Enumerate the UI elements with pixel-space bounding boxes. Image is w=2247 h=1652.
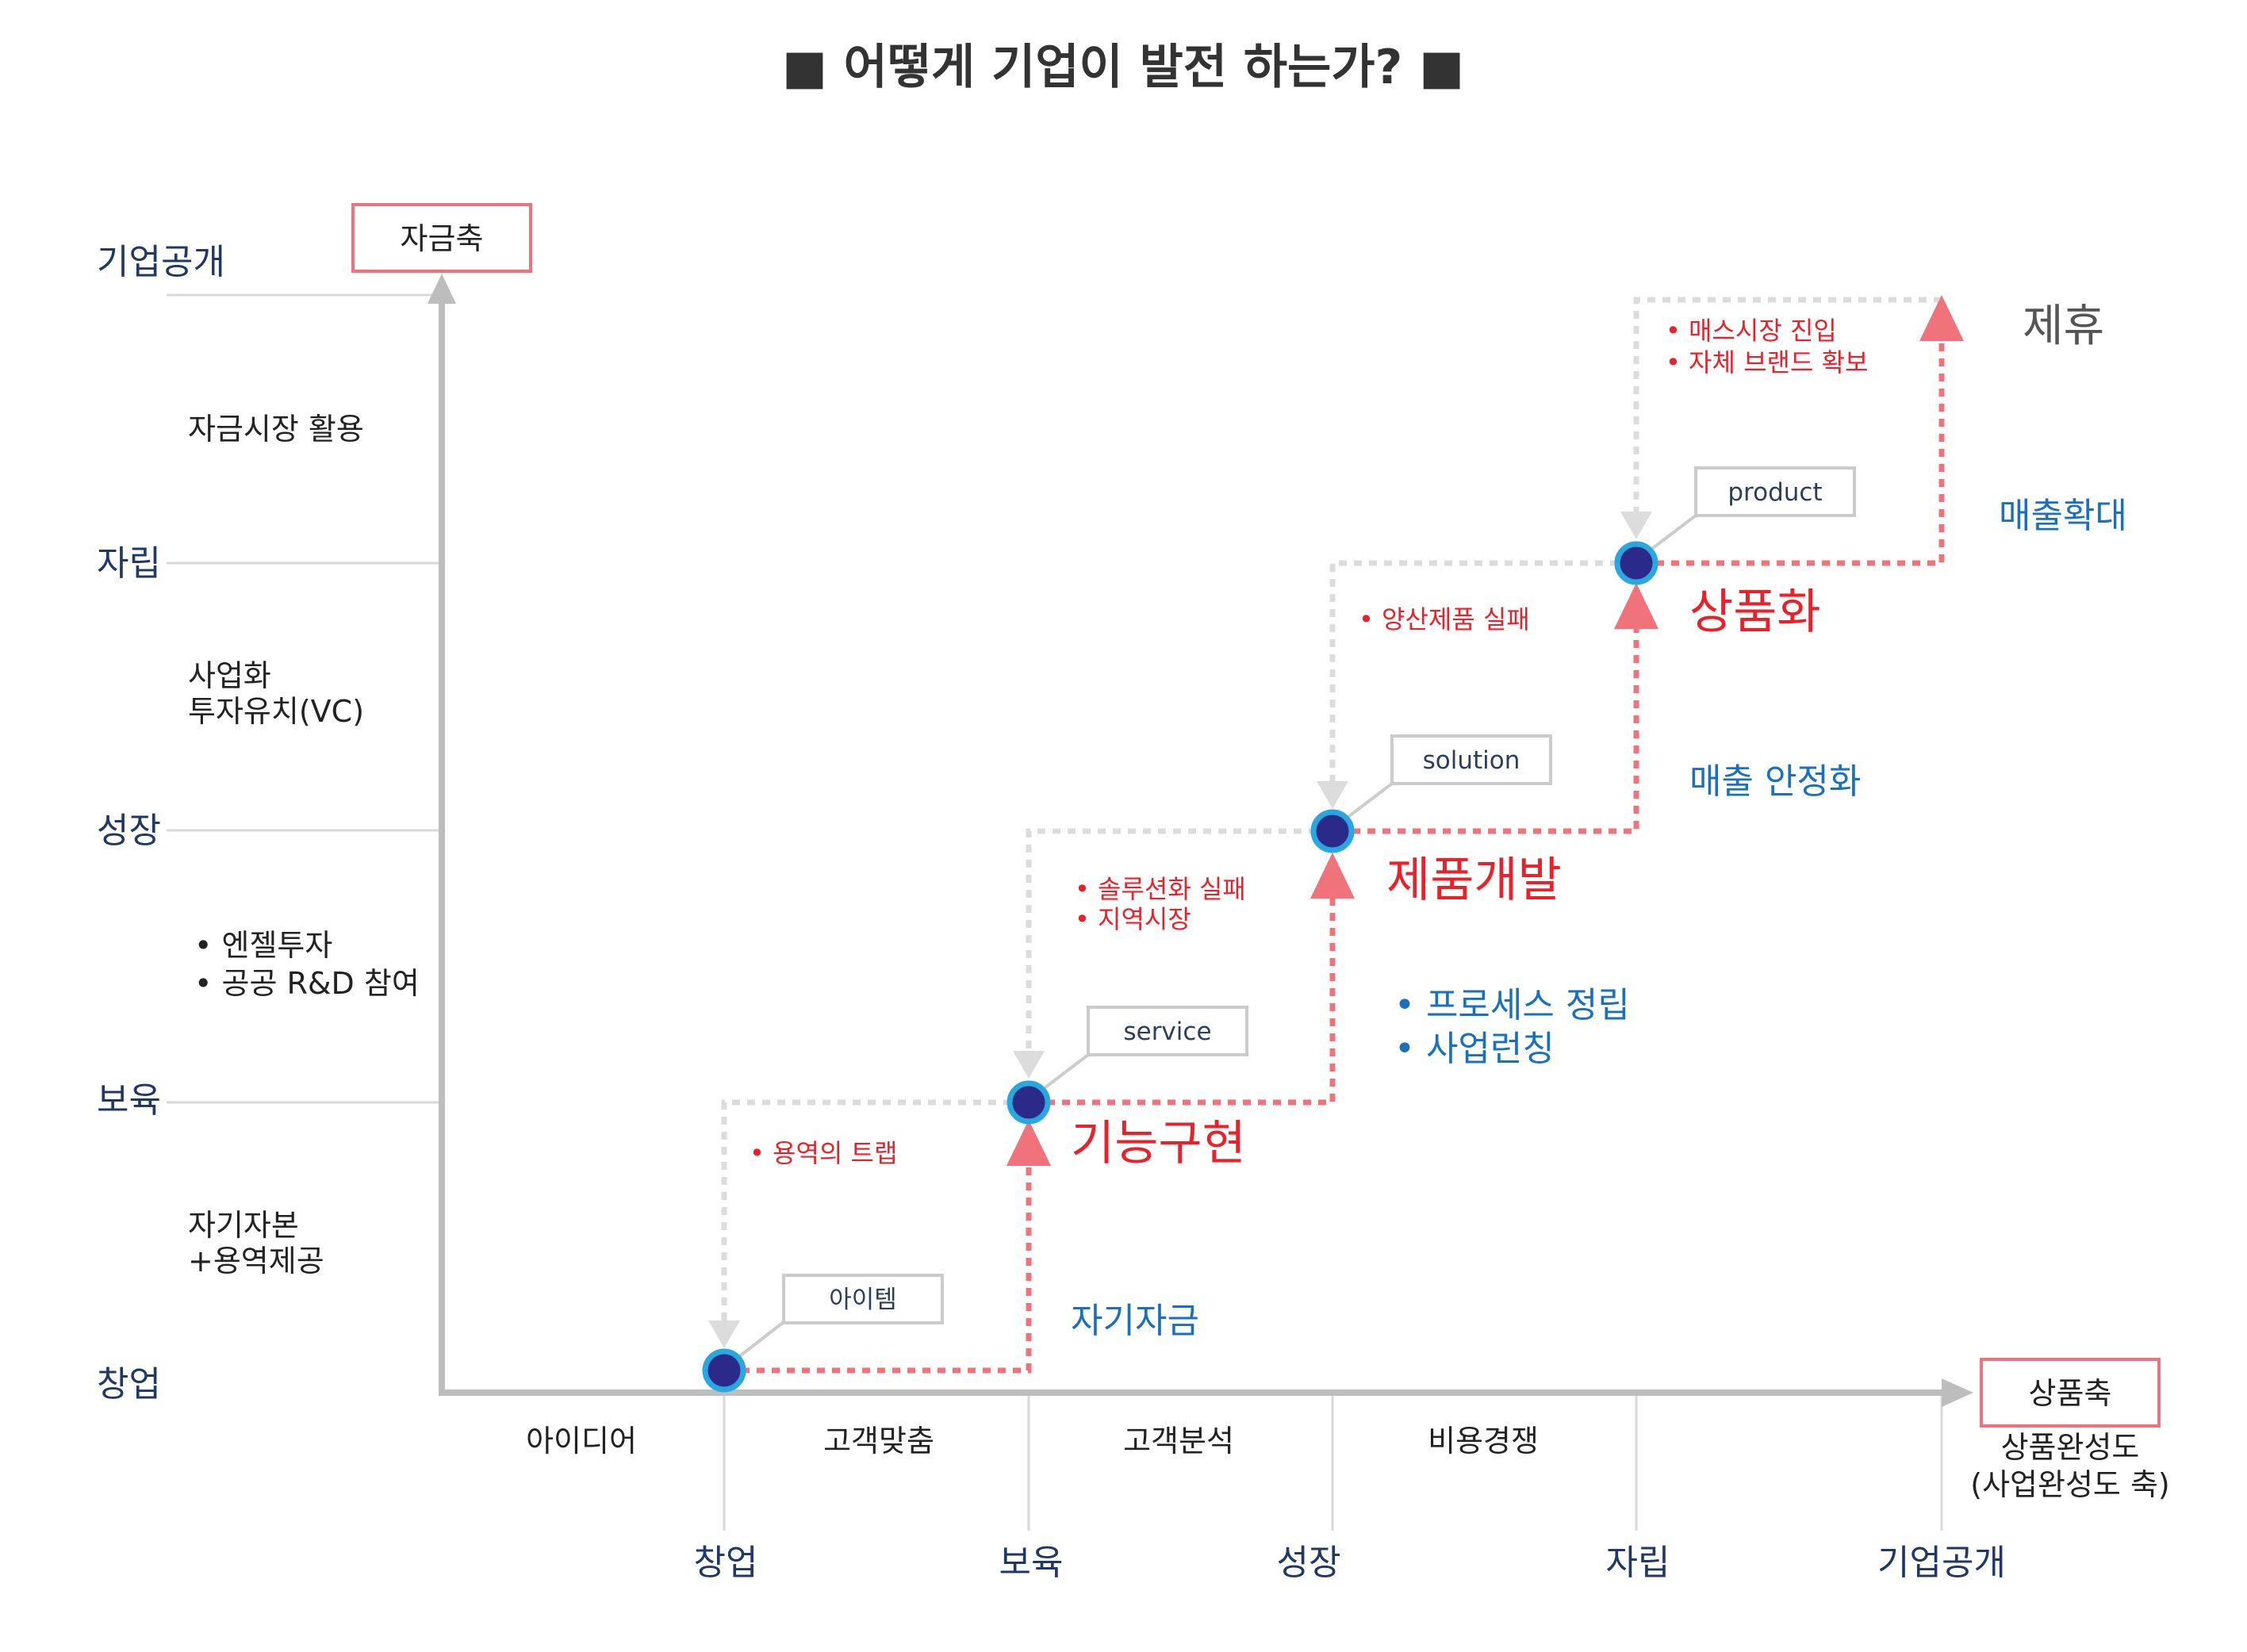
growth-arrowhead-1 [1310,853,1355,899]
node-tag-item: 아이템 [829,1286,897,1314]
y-level-growth: 성장 [97,811,161,851]
node-tag-box-1 [1087,1006,1248,1056]
stage-node-service [1007,1080,1051,1125]
failure-arrowhead-1 [1013,1051,1045,1079]
node-tag-product: product [1727,478,1822,507]
growth-label-sales-stability: 매출 안정화 [1689,761,1861,802]
x-level-guides [723,1396,1943,1531]
x-axis-sub-label-2: (사업완성도 축) [1970,1467,2170,1502]
y-axis-box [351,203,532,273]
failure-arrowhead-3 [1620,512,1652,539]
y-level-ipo: 기업공개 [97,242,225,282]
node-tag-connector-0 [736,1320,785,1359]
x-level-ipo: 기업공개 [1877,1543,2006,1583]
y-axis-box-label: 자금축 [401,221,484,256]
failure-note-local-market: • 지역시장 [1075,904,1191,934]
y-level-incubation: 보육 [97,1080,161,1121]
growth-label-own-funds: 자기자금 [1071,1301,1199,1341]
stage-node-startup [702,1348,746,1393]
stage-label-commercialization: 상품화 [1689,585,1821,640]
growth-arrowhead-2 [1614,583,1658,629]
y-band-note-vc-investment: 투자유치(VC) [188,694,364,729]
growth-path-3 [1656,333,1945,566]
y-band-note-service-provision: +용역제공 [188,1244,324,1278]
node-tag-box-2 [1390,734,1552,785]
node-tags: 아이템 service solution product [736,466,1856,1359]
page-title: ■ 어떻게 기업이 발전 하는가? ■ [782,40,1464,95]
x-level-independence: 자립 [1606,1543,1670,1583]
final-label-partnership: 제휴 [2023,301,2104,352]
growth-path-0 [742,1159,1032,1374]
growth-path-1 [1047,892,1336,1106]
failure-note-solution-fail: • 솔루션화 실패 [1075,874,1246,904]
growth-paths [742,333,1945,1374]
growth-label-process: • 프로세스 정립 [1394,985,1630,1025]
stage-nodes [702,541,1658,1393]
node-tag-box-3 [1694,466,1856,517]
x-band-customer-analysis: 고객분석 [1123,1424,1234,1458]
x-axis-box-label: 상품축 [2029,1376,2112,1411]
failure-arrowheads [708,512,1652,1348]
node-tag-connector-3 [1648,514,1697,552]
x-level-startup: 창업 [694,1543,758,1583]
x-band-idea: 아이디어 [526,1424,637,1458]
y-axis-arrowhead [428,274,456,304]
x-band-cost-competition: 비용경쟁 [1428,1424,1539,1458]
failure-arrowhead-2 [1317,781,1348,809]
failure-note-own-brand: • 자체 브랜드 확보 [1666,347,1868,378]
stage-node-product [1614,541,1658,585]
x-axis-arrowhead [1942,1378,1973,1407]
growth-label-sales-expansion: 매출확대 [1999,496,2127,536]
failure-path-1 [1026,828,1317,1059]
failure-path-3 [1633,297,1942,519]
stage-label-function: 기능구현 [1071,1116,1246,1171]
failure-note-mass-production-fail: • 양산제품 실패 [1359,604,1530,634]
x-level-growth: 성장 [1277,1543,1341,1583]
stage-label-product-dev: 제품개발 [1386,853,1562,908]
growth-label-launch: • 사업런칭 [1394,1029,1555,1069]
failure-note-service-trap: • 용역의 트랩 [750,1138,897,1168]
stage-node-solution [1310,809,1355,853]
failure-note-mass-market: • 매스시장 진입 [1666,316,1837,346]
failure-arrowhead-0 [708,1320,740,1348]
failure-path-0 [721,1099,1011,1332]
failure-paths [721,297,1942,1332]
y-band-note-angel-investment: • 엔젤투자 [194,928,332,963]
y-level-startup: 창업 [97,1364,161,1405]
y-level-independence: 자립 [97,543,161,584]
node-tag-box-0 [782,1274,944,1324]
y-band-note-commercialization: 사업화 [188,658,271,693]
node-tag-connector-2 [1344,782,1394,820]
growth-arrowhead-0 [1007,1120,1051,1166]
growth-path-2 [1352,627,1639,834]
y-level-guides [167,293,440,1104]
y-band-note-own-capital: 자기자본 [188,1208,299,1243]
x-band-customer-fit: 고객맞춤 [823,1424,934,1458]
x-axis-box [1980,1358,2161,1428]
node-tag-service: service [1123,1018,1211,1046]
x-level-incubation: 보육 [999,1543,1064,1583]
y-band-note-public-rnd: • 공공 R&D 참여 [194,966,420,1001]
x-axis-sub-label-1: 상품완성도 [2001,1430,2140,1465]
node-tag-solution: solution [1423,746,1520,775]
growth-arrowheads [1007,295,1964,1166]
y-band-note-capital-market: 자금시장 활용 [188,412,364,447]
growth-arrowhead-3 [1919,295,1964,341]
failure-path-2 [1329,560,1618,789]
node-tag-connector-1 [1041,1053,1090,1091]
